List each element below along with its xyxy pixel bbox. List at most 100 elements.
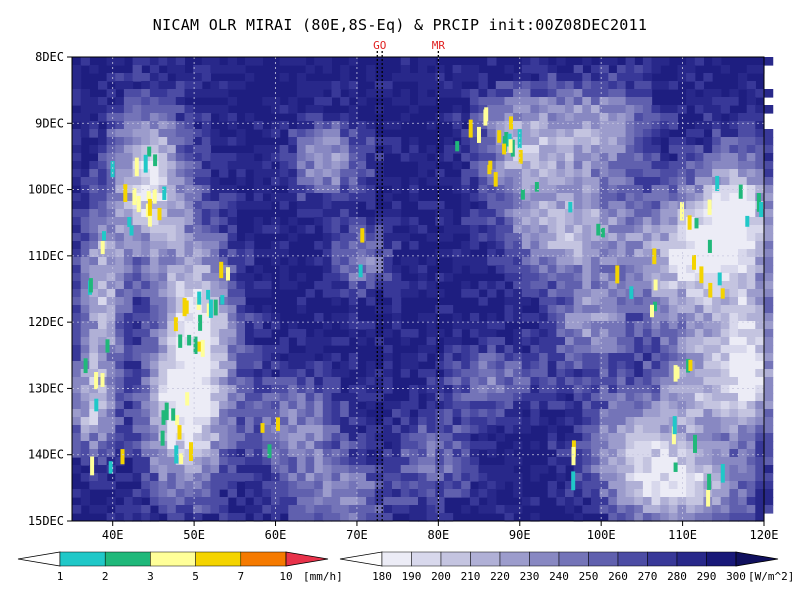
olr-cell — [123, 193, 134, 202]
olr-cell — [703, 153, 713, 162]
olr-cell — [426, 449, 436, 458]
olr-cell — [694, 297, 705, 306]
olr-cell — [720, 129, 730, 138]
olr-cell — [149, 137, 160, 146]
precip-cell — [219, 261, 224, 279]
olr-cell — [435, 457, 445, 466]
olr-cell — [764, 441, 774, 450]
olr-cell — [513, 281, 523, 290]
olr-cell — [738, 497, 748, 506]
olr-cell — [660, 337, 670, 346]
olr-cell — [634, 305, 644, 314]
olr-cell — [115, 169, 125, 178]
olr-cell — [582, 449, 592, 458]
olr-cell — [227, 153, 237, 162]
olr-cell — [72, 337, 82, 346]
olr-cell — [158, 209, 168, 218]
olr-cell — [573, 369, 583, 378]
olr-cell — [149, 313, 160, 322]
olr-cell — [201, 257, 212, 266]
olr-cell — [565, 257, 575, 266]
olr-cell — [201, 73, 212, 82]
olr-cell — [513, 81, 523, 90]
olr-cell — [686, 353, 696, 362]
olr-cell — [279, 161, 289, 170]
olr-cell — [175, 345, 186, 354]
olr-cell — [634, 489, 644, 498]
olr-cell — [634, 161, 644, 170]
olr-cell — [746, 505, 756, 514]
olr-cell — [115, 369, 125, 378]
olr-cell — [599, 65, 609, 74]
olr-cell — [193, 249, 203, 258]
olr-cell — [573, 417, 583, 426]
olr-cell — [712, 89, 722, 98]
olr-cell — [703, 161, 713, 170]
olr-cell — [262, 409, 272, 418]
olr-cell — [591, 169, 601, 178]
olr-cell — [634, 409, 644, 418]
olr-cell — [660, 81, 670, 90]
olr-cell — [634, 337, 644, 346]
olr-cell — [245, 417, 255, 426]
olr-cell — [158, 81, 168, 90]
olr-cell — [746, 449, 756, 458]
olr-cell — [348, 321, 359, 330]
olr-cell — [167, 377, 177, 386]
olr-cell — [348, 129, 359, 138]
olr-cell — [738, 313, 748, 322]
olr-cell — [452, 337, 462, 346]
olr-cell — [660, 361, 670, 370]
olr-cell — [348, 417, 359, 426]
olr-cell — [478, 73, 488, 82]
olr-cell — [193, 337, 203, 346]
olr-cell — [210, 369, 220, 378]
olr-cell — [495, 225, 506, 234]
olr-cell — [184, 513, 194, 522]
olr-cell — [478, 489, 488, 498]
olr-cell — [123, 225, 134, 234]
olr-cell — [331, 169, 341, 178]
olr-cell — [149, 281, 160, 290]
olr-cell — [366, 433, 376, 442]
olr-cell — [279, 457, 289, 466]
olr-cell — [539, 193, 549, 202]
olr-cell — [392, 305, 402, 314]
olr-cell — [80, 489, 90, 498]
olr-cell — [582, 281, 592, 290]
olr-cell — [314, 129, 324, 138]
olr-cell — [158, 377, 168, 386]
olr-cell — [504, 377, 514, 386]
olr-cell — [348, 425, 359, 434]
olr-cell — [236, 513, 246, 522]
olr-cell — [651, 129, 661, 138]
olr-cell — [729, 289, 739, 298]
olr-cell — [608, 105, 618, 114]
olr-cell — [366, 137, 376, 146]
olr-cell — [452, 449, 462, 458]
olr-cell — [210, 337, 220, 346]
olr-cell — [539, 265, 549, 274]
olr-cell — [288, 449, 298, 458]
olr-cell — [279, 425, 289, 434]
olr-cell — [660, 409, 670, 418]
olr-cell — [694, 185, 705, 194]
olr-cell — [746, 137, 756, 146]
olr-cell — [556, 385, 566, 394]
olr-cell — [271, 377, 281, 386]
olr-cell — [262, 313, 272, 322]
olr-cell — [175, 209, 186, 218]
olr-cell — [539, 249, 549, 258]
olr-cell — [530, 473, 540, 482]
olr-cell — [565, 177, 575, 186]
olr-cell — [409, 353, 419, 362]
olr-cell — [608, 505, 618, 514]
olr-cell — [167, 129, 177, 138]
olr-cell — [660, 321, 670, 330]
olr-cell — [193, 161, 203, 170]
olr-cell — [141, 337, 151, 346]
olr-cell — [573, 193, 583, 202]
olr-cell — [123, 105, 134, 114]
olr-cell — [392, 241, 402, 250]
precip-cell — [571, 471, 576, 491]
